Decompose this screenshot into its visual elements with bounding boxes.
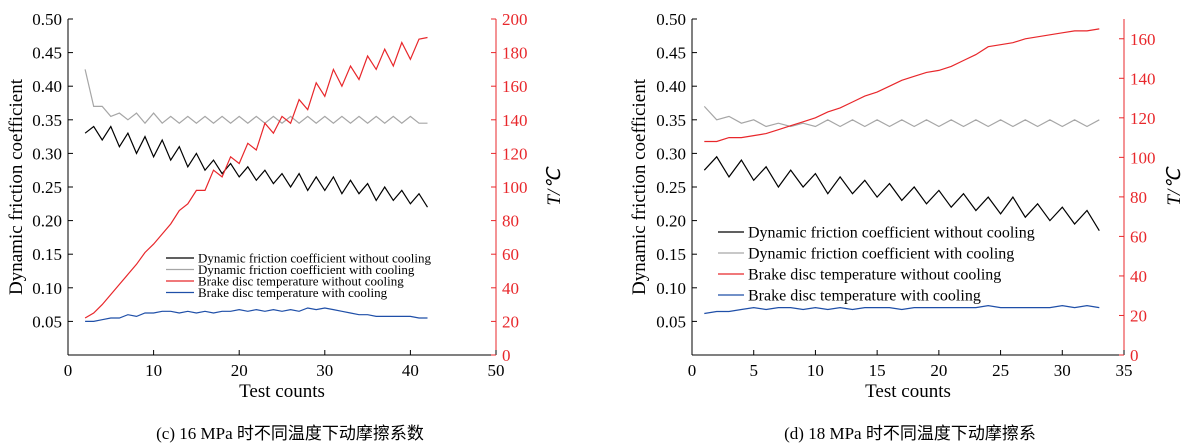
y2-axis-title: T/℃ [544,166,565,206]
series-line-4 [85,307,428,322]
x-tick-label: 20 [930,361,947,380]
x-axis-title: Test counts [865,381,951,402]
x-tick-label: 35 [1116,361,1133,380]
series-line-2 [703,105,1100,128]
legend-label: Brake disc temperature without cooling [748,267,1001,284]
series-line-1 [84,125,429,208]
y-tick-label: 0.10 [656,279,686,298]
x-tick-label: 30 [316,361,333,380]
y-tick-label: 0.15 [656,245,686,264]
caption-d: (d) 18 MPa 时不同温度下动摩擦系 [784,424,1036,443]
x-tick-label: 25 [992,361,1009,380]
y2-tick-label: 20 [1130,306,1147,325]
x-tick-label: 30 [1054,361,1071,380]
y2-tick-label: 80 [502,212,519,231]
legend-label: Dynamic friction coefficient with coolin… [198,262,415,277]
y2-tick-label: 100 [1130,148,1156,167]
y-tick-label: 0.05 [32,312,62,331]
chart-d: 0 5 10 15 20 25 30 35 0.05 0.10 0.15 0.20 0.25 0.30 0.… [629,10,1185,402]
y-tick-label: 0.20 [656,212,686,231]
y-tick-label: 0.20 [32,212,62,231]
y-tick-label: 0.45 [32,44,62,63]
y-tick-label: 0.35 [32,111,62,130]
x-tick-label: 5 [749,361,758,380]
x-tick-label: 10 [807,361,824,380]
y-tick-label: 0.40 [32,77,62,96]
y2-tick-label: 180 [502,44,528,63]
x-tick-label: 15 [869,361,886,380]
y2-tick-label: 140 [1130,69,1156,88]
y2-tick-label: 20 [502,312,519,331]
y2-tick-label: 160 [1130,30,1156,49]
series-line-3 [704,28,1100,143]
y-tick-label: 0.40 [656,77,686,96]
legend-label: Brake disc temperature without cooling [198,274,404,289]
y-tick-label: 0.25 [32,178,62,197]
x-tick-label: 20 [231,361,248,380]
y2-tick-label: 140 [502,111,528,130]
y-axis-title: Dynamic friction coefficient [6,78,27,295]
y2-tick-label: 80 [1130,188,1147,207]
y-tick-label: 0.35 [656,111,686,130]
series-line-3 [84,36,428,319]
x-tick-label: 40 [402,361,419,380]
legend-label: Brake disc temperature with cooling [198,285,388,300]
y-tick-label: 0.30 [656,144,686,163]
x-tick-label: 10 [145,361,162,380]
y2-tick-label: 200 [502,10,528,29]
series-line-2 [84,69,428,125]
y-tick-label: 0.10 [32,279,62,298]
legend-label: Dynamic friction coefficient with coolin… [748,246,1014,263]
y-tick-label: 0.30 [32,144,62,163]
y2-tick-label: 120 [502,144,528,163]
x-tick-label: 0 [688,361,697,380]
y-tick-label: 0.25 [656,178,686,197]
y2-tick-label: 120 [1130,109,1156,128]
y2-tick-label: 60 [502,245,519,264]
y2-tick-label: 40 [1130,267,1147,286]
y-tick-label: 0.50 [32,10,62,29]
x-axis-title: Test counts [239,381,325,402]
x-tick-label: 50 [488,361,505,380]
series-line-4 [704,304,1100,315]
y2-tick-label: 60 [1130,227,1147,246]
y2-axis-title: T/℃ [1164,166,1185,206]
legend-label: Dynamic friction coefficient without coo… [748,225,1035,242]
y-tick-label: 0.05 [656,312,686,331]
y-tick-label: 0.45 [656,44,686,63]
y-tick-label: 0.50 [656,10,686,29]
y2-tick-label: 0 [1130,346,1139,365]
chart-c: 0 10 20 30 40 50 0.05 0.10 0.15 0.20 0.25 0.30 0.35 0… [6,10,565,402]
caption-c: (c) 16 MPa 时不同温度下动摩擦系数 [156,424,424,443]
legend-label: Dynamic friction coefficient without coo… [198,251,431,266]
y2-tick-label: 0 [502,346,511,365]
legend-label: Brake disc temperature with cooling [748,288,981,305]
y2-tick-label: 40 [502,279,519,298]
series-line-1 [703,155,1100,232]
y-axis-title: Dynamic friction coefficient [629,78,650,295]
y2-tick-label: 160 [502,77,528,96]
x-tick-label: 0 [64,361,73,380]
y2-tick-label: 100 [502,178,528,197]
y-tick-label: 0.15 [32,245,62,264]
